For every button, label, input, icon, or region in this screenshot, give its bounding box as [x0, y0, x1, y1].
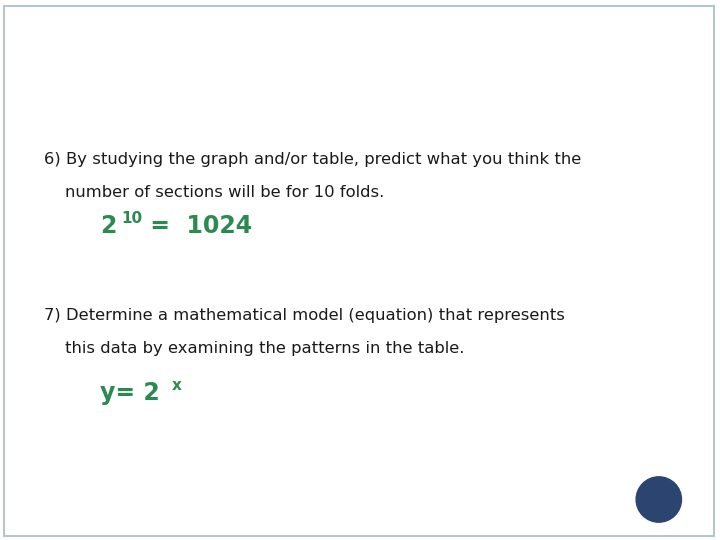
Text: =  1024: = 1024 [142, 214, 252, 238]
Text: x: x [172, 378, 182, 393]
Text: 7) Determine a mathematical model (equation) that represents: 7) Determine a mathematical model (equat… [44, 308, 565, 323]
Circle shape [636, 477, 681, 522]
Text: 10: 10 [121, 211, 142, 226]
FancyBboxPatch shape [4, 6, 714, 536]
Text: number of sections will be for 10 folds.: number of sections will be for 10 folds. [44, 185, 384, 200]
Text: y= 2: y= 2 [100, 381, 160, 405]
Text: 6) By studying the graph and/or table, predict what you think the: 6) By studying the graph and/or table, p… [44, 152, 581, 167]
Text: 2: 2 [100, 214, 117, 238]
Text: this data by examining the patterns in the table.: this data by examining the patterns in t… [44, 341, 464, 356]
